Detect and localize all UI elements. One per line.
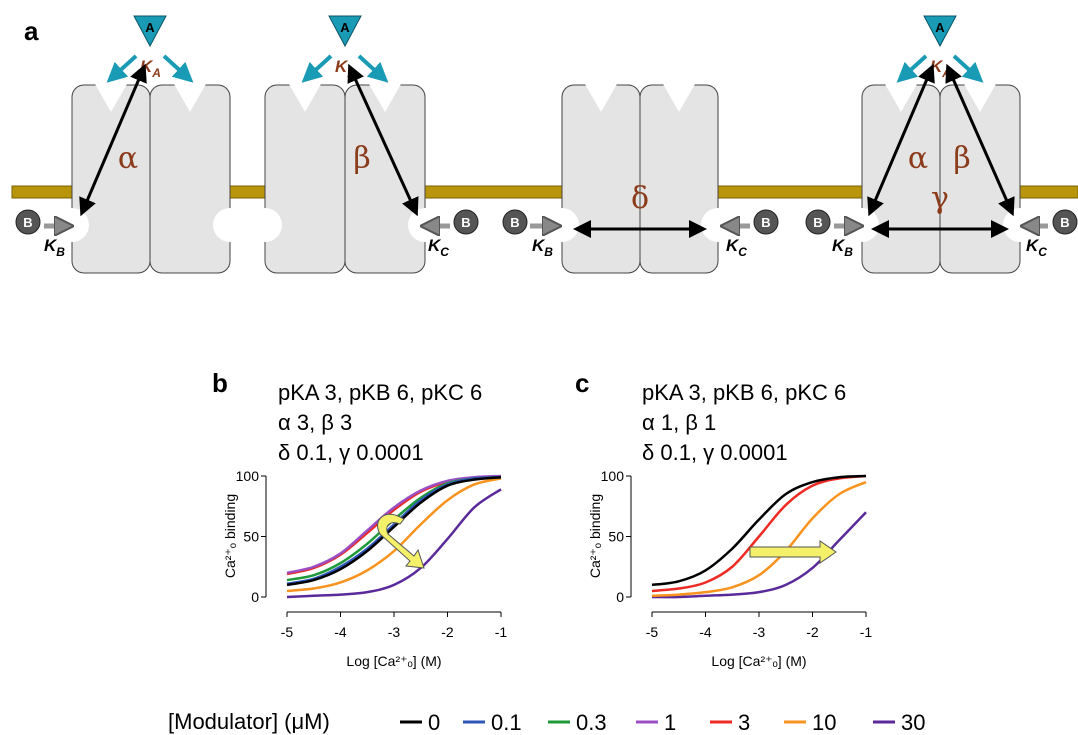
y-axis-label: Ca²⁺ₒ binding — [222, 494, 238, 578]
x-tick-label: -1 — [860, 624, 873, 640]
k-subscript: C — [1038, 245, 1047, 259]
y-tick-label: 50 — [243, 529, 259, 545]
x-tick-label: -3 — [388, 624, 401, 640]
cooperativity-label: α — [118, 141, 138, 176]
legend-label: 3 — [738, 710, 750, 735]
x-tick-label: -5 — [281, 624, 294, 640]
ligand-b-label: B — [461, 215, 470, 230]
receptor-subunit — [150, 85, 230, 273]
charts: b pKA 3, pKB 6, pKC 6 α 3, β 3 δ 0.1, γ 0.0… — [168, 368, 925, 735]
legend-label: 0 — [428, 710, 440, 735]
panel-label: c — [575, 368, 589, 398]
cooperativity-label: β — [353, 141, 370, 176]
panel-label: a — [24, 16, 39, 46]
receptor-subunit — [265, 85, 345, 273]
receptor-subunit — [940, 85, 1020, 273]
x-tick-label: -4 — [699, 624, 712, 640]
y-tick-label: 100 — [236, 468, 260, 484]
k-subscript: B — [844, 245, 853, 259]
cooperativity-label: γ — [931, 181, 949, 216]
ligand-b-label: B — [813, 215, 822, 230]
y-axis-label: Ca²⁺ₒ binding — [587, 494, 603, 578]
ligand-a-label: A — [145, 20, 155, 35]
arrow — [904, 56, 926, 76]
y-tick-label: 0 — [251, 589, 259, 605]
arrow — [954, 56, 976, 76]
receptor-subunit — [72, 85, 150, 273]
k-label: KC — [726, 236, 747, 259]
annotation: δ 0.1, γ 0.0001 — [642, 440, 788, 465]
arrow — [164, 56, 186, 76]
k-subscript: C — [440, 245, 449, 259]
y-tick-label: 0 — [616, 589, 624, 605]
k-label: KB — [44, 236, 65, 259]
ligand-a-label: A — [340, 20, 350, 35]
x-axis-label: Log [Ca²⁺ₒ] (M) — [346, 653, 441, 669]
legend-label: 0.3 — [576, 710, 607, 735]
cooperativity-label: β — [953, 141, 970, 176]
annotation: pKA 3, pKB 6, pKC 6 — [642, 380, 846, 405]
receptor-subunit — [862, 85, 940, 273]
arrow — [114, 56, 136, 76]
binding-site — [213, 208, 247, 242]
cooperativity-label: α — [908, 141, 928, 176]
x-tick-label: -2 — [441, 624, 454, 640]
k-a-label: KA — [930, 57, 951, 80]
k-label: KC — [1026, 236, 1047, 259]
legend-label: 10 — [812, 710, 836, 735]
x-tick-label: -5 — [646, 624, 659, 640]
annotation: δ 0.1, γ 0.0001 — [278, 440, 424, 465]
panel-label: b — [212, 368, 228, 398]
receptor-subunit — [345, 85, 425, 273]
figure: a AKAAKAAKABKBBKCBKBBKCBKBBKCαβδαβγ bpKA… — [0, 0, 1078, 735]
diagram: a AKAAKAAKABKBBKCBKBBKCBKBBKCαβδαβγ — [12, 16, 1078, 273]
x-tick-label: -2 — [806, 624, 819, 640]
x-tick-label: -3 — [753, 624, 766, 640]
k-label: KB — [832, 236, 853, 259]
arrow — [309, 56, 331, 76]
legend-label: 30 — [901, 710, 925, 735]
ligand-b-label: B — [23, 215, 32, 230]
ligand-b-label: B — [1060, 215, 1069, 230]
binding-site — [248, 208, 282, 242]
y-tick-label: 50 — [608, 529, 624, 545]
ligand-a-label: A — [935, 20, 945, 35]
k-label: KB — [532, 236, 553, 259]
arrow — [359, 56, 381, 76]
k-subscript: B — [56, 245, 65, 259]
series-line — [652, 476, 866, 585]
k-subscript: C — [738, 245, 747, 259]
k-label: KC — [428, 236, 449, 259]
series-line — [287, 477, 501, 585]
annotation: α 1, β 1 — [642, 410, 716, 435]
cooperativity-label: δ — [631, 181, 649, 216]
annotation: α 3, β 3 — [278, 410, 352, 435]
ligand-b-label: B — [510, 215, 519, 230]
k-a-label: KA — [140, 57, 161, 80]
x-tick-label: -1 — [495, 624, 508, 640]
x-tick-label: -4 — [334, 624, 347, 640]
legend-label: 1 — [664, 710, 676, 735]
annotation: pKA 3, pKB 6, pKC 6 — [278, 380, 482, 405]
k-subscript: A — [151, 66, 161, 80]
y-tick-label: 100 — [601, 468, 625, 484]
receptor-subunit — [562, 85, 640, 273]
legend-title: [Modulator] (μM) — [168, 709, 330, 734]
x-axis-label: Log [Ca²⁺ₒ] (M) — [711, 653, 806, 669]
legend-label: 0.1 — [491, 710, 522, 735]
receptor-subunit — [640, 85, 718, 273]
ligand-b-label: B — [761, 215, 770, 230]
k-subscript: B — [544, 245, 553, 259]
series-line — [287, 477, 501, 583]
